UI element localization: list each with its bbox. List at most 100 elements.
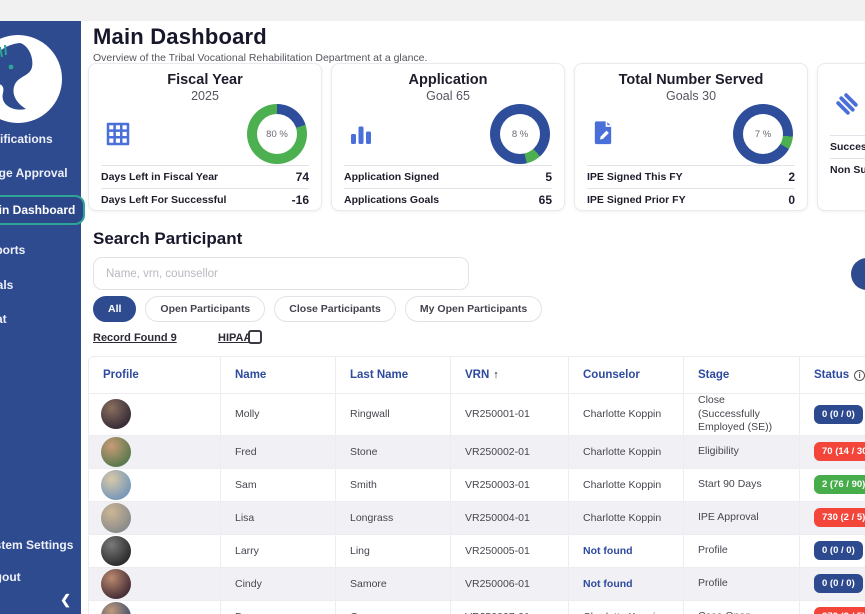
stage-cell: Close (Successfully Employed (SE)) xyxy=(684,394,800,435)
hipaa-checkbox[interactable] xyxy=(248,330,262,344)
table-row[interactable]: Fred Stone VR250002-01 Charlotte Koppin … xyxy=(89,435,865,469)
stat-value: 2 xyxy=(788,170,795,184)
col-label: Name xyxy=(235,369,267,381)
bar-chart-icon xyxy=(346,119,376,149)
last-name-cell: Samore xyxy=(336,567,451,600)
sidebar-item-system-settings[interactable]: System Settings xyxy=(0,538,73,552)
filter-my-open-participants[interactable]: My Open Participants xyxy=(404,296,543,322)
stat-value: 5 xyxy=(545,170,552,184)
name-cell: Cindy xyxy=(221,567,336,600)
table-row[interactable]: Larry Ling VR250005-01 Not found Profile… xyxy=(89,534,865,568)
col-header-profile[interactable]: Profile xyxy=(89,357,221,393)
sidebar-item-goals[interactable]: Goals xyxy=(0,278,13,292)
stat-label: Applications Goals xyxy=(344,194,440,206)
card-stat-row: IPE Signed This FY 2 xyxy=(587,165,795,188)
name-cell: Molly xyxy=(221,394,336,435)
sidebar-item-label: Main Dashboard xyxy=(0,203,76,217)
sidebar-collapse-icon[interactable]: ❮ xyxy=(60,592,71,607)
col-header-vrn[interactable]: VRN ↑ xyxy=(451,357,569,393)
info-icon: i xyxy=(854,369,865,381)
col-label: Profile xyxy=(103,369,139,381)
fiscal-year-card: Fiscal Year 2025 80 % Days Left in Fisca… xyxy=(88,63,322,211)
stat-label: Application Signed xyxy=(344,171,440,183)
application-card: Application Goal 65 8 % Application Sign… xyxy=(331,63,565,211)
col-header-stage[interactable]: Stage xyxy=(684,357,800,393)
avatar xyxy=(101,436,131,467)
search-input[interactable] xyxy=(93,257,469,290)
col-header-status[interactable]: Status i xyxy=(800,357,865,393)
donut-chart: 80 % xyxy=(247,104,307,164)
vrn-cell: VR250003-01 xyxy=(451,468,569,501)
sidebar-item-chat[interactable]: Chat xyxy=(0,312,7,326)
profile-cell xyxy=(89,394,221,435)
card-subtitle: 2025 xyxy=(191,89,219,103)
col-header-counselor[interactable]: Counselor xyxy=(569,357,684,393)
card-stat-row: Application Signed 5 xyxy=(344,165,552,188)
counselor-cell: Charlotte Koppin xyxy=(569,468,684,501)
sidebar: Notifications Stage Approval Main Dashbo… xyxy=(0,21,86,614)
page-title: Main Dashboard xyxy=(93,24,267,49)
sidebar-item-label: Stage Approval xyxy=(0,166,68,180)
status-cell: 730 (2 / 5) xyxy=(800,502,865,534)
card-stat-row: IPE Signed Prior FY 0 xyxy=(587,188,795,211)
counselor-cell: Not found xyxy=(569,534,684,567)
card-subtitle: Goals 30 xyxy=(665,89,717,103)
profile-cell xyxy=(89,600,221,614)
donut-label: 7 % xyxy=(754,128,772,140)
status-badge: 70 (14 / 30) xyxy=(814,442,865,462)
table-row[interactable]: Molly Ringwall VR250001-01 Charlotte Kop… xyxy=(89,394,865,436)
name-cell: Dawn xyxy=(221,600,336,614)
col-header-name[interactable]: Name xyxy=(221,357,336,393)
filter-all[interactable]: All xyxy=(93,296,137,322)
name-cell: Fred xyxy=(221,435,336,468)
col-label: Counselor xyxy=(583,369,640,381)
card-title: Total Number Served xyxy=(618,72,764,88)
table-row[interactable]: Dawn Gomez VR250007-01 Charlotte Koppin … xyxy=(89,600,865,614)
status-cell: 2 (76 / 90) xyxy=(800,469,865,501)
stat-label: Non Successful xyxy=(830,164,865,176)
vrn-cell: VR250005-01 xyxy=(451,534,569,567)
counselor-cell: Charlotte Koppin xyxy=(569,394,684,435)
stat-label: Successful xyxy=(830,141,865,153)
sidebar-item-stage-approval[interactable]: Stage Approval xyxy=(0,166,68,180)
name-cell: Sam xyxy=(221,468,336,501)
filter-close-participants[interactable]: Close Participants xyxy=(274,296,396,322)
sidebar-item-label: Logout xyxy=(0,570,21,584)
name-cell: Larry xyxy=(221,534,336,567)
profile-cell xyxy=(89,435,221,468)
status-badge: 0 (0 / 0) xyxy=(814,541,863,561)
avatar xyxy=(101,601,131,614)
col-label: Last Name xyxy=(350,369,409,381)
card-subtitle: Goal 65 xyxy=(426,89,470,103)
avatar xyxy=(101,568,131,599)
donut-label: 80 % xyxy=(266,128,288,140)
filter-open-participants[interactable]: Open Participants xyxy=(145,296,266,322)
stat-label: IPE Signed This FY xyxy=(587,171,683,183)
record-found-link[interactable]: Record Found 9 xyxy=(93,332,177,344)
card-title: Application xyxy=(408,72,488,88)
table-row[interactable]: Cindy Samore VR250006-01 Not found Profi… xyxy=(89,567,865,601)
participants-table: Profile Name Last Name VRN ↑ Counselor St… xyxy=(88,356,865,614)
table-header-row: Profile Name Last Name VRN ↑ Counselor St… xyxy=(89,357,865,394)
filter-chips: All Open Participants Close Participants… xyxy=(93,296,543,322)
sidebar-item-logout[interactable]: Logout xyxy=(0,570,21,584)
sidebar-item-main-dashboard[interactable]: Main Dashboard xyxy=(0,195,86,225)
status-badge: 2 (76 / 90) xyxy=(814,475,865,495)
sidebar-item-label: Chat xyxy=(0,312,7,326)
counselor-cell: Charlotte Koppin xyxy=(569,501,684,534)
stat-value: -16 xyxy=(291,193,309,207)
table-row[interactable]: Sam Smith VR250003-01 Charlotte Koppin S… xyxy=(89,468,865,502)
search-button[interactable] xyxy=(851,258,865,290)
profile-cell xyxy=(89,534,221,567)
stat-value: 65 xyxy=(538,193,552,207)
table-row[interactable]: Lisa Longrass VR250004-01 Charlotte Kopp… xyxy=(89,501,865,535)
donut-chart: 7 % xyxy=(733,104,793,164)
vrn-cell: VR250004-01 xyxy=(451,501,569,534)
vrn-cell: VR250001-01 xyxy=(451,394,569,435)
col-header-last-name[interactable]: Last Name xyxy=(336,357,451,393)
successful-card: Successful Non Successful xyxy=(817,63,865,211)
sidebar-item-notifications[interactable]: Notifications xyxy=(0,132,53,146)
sidebar-item-reports[interactable]: Reports xyxy=(0,243,25,257)
hipaa-link[interactable]: HIPAA xyxy=(218,332,252,344)
card-title: Fiscal Year xyxy=(167,72,243,88)
